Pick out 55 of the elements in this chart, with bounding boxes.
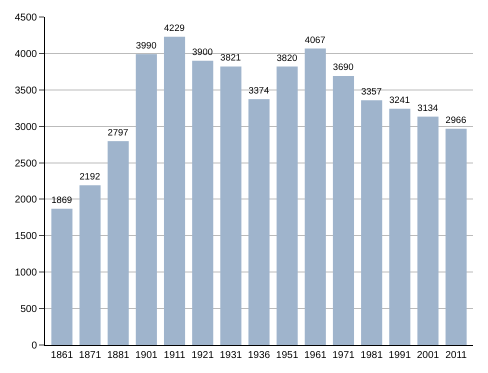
x-tick-label: 1871 [78, 350, 102, 361]
y-tick-label: 3500 [14, 85, 38, 96]
bar [192, 60, 214, 345]
x-tick-label: 2001 [416, 350, 440, 361]
x-tick-label: 1971 [332, 350, 356, 361]
x-tick-label: 1981 [360, 350, 384, 361]
y-tick-label: 0 [31, 340, 38, 352]
y-tick-label: 1500 [14, 231, 38, 242]
bar [389, 108, 410, 345]
x-tick-label: 1931 [220, 350, 242, 361]
bar [220, 66, 242, 345]
bar [332, 76, 354, 345]
data-label: 3134 [417, 102, 438, 113]
x-tick-label: 1961 [304, 350, 327, 361]
y-tick-label: 2500 [14, 158, 38, 170]
bar [361, 100, 382, 345]
y-tick-label: 3000 [14, 122, 38, 133]
data-label: 1869 [51, 194, 72, 205]
data-label: 3821 [220, 52, 241, 63]
data-label: 3690 [332, 62, 354, 72]
y-tick-label: 1000 [14, 268, 38, 279]
bar [79, 185, 101, 345]
bar [108, 141, 129, 345]
x-tick-label: 1951 [276, 350, 299, 361]
data-label: 4067 [304, 34, 326, 45]
bar [136, 54, 157, 345]
data-label: 3357 [361, 86, 382, 97]
y-tick-label: 500 [20, 304, 38, 316]
bar [51, 208, 72, 345]
x-tick-label: 1921 [192, 350, 214, 361]
bar [164, 36, 186, 345]
y-tick-label: 4000 [14, 48, 38, 60]
x-tick-label: 1936 [248, 350, 271, 361]
y-tick-label: 2000 [14, 194, 38, 206]
data-label: 3374 [248, 85, 270, 96]
x-tick-label: 1991 [388, 350, 412, 361]
data-label: 4229 [164, 22, 185, 33]
data-label: 2192 [80, 171, 100, 182]
bar [304, 48, 326, 345]
data-label: 3990 [136, 40, 157, 50]
bar [417, 116, 439, 345]
x-tick-label: 1881 [107, 350, 130, 361]
x-tick-label: 1911 [164, 350, 186, 361]
y-tick-label: 4500 [14, 12, 38, 24]
x-tick-label: 1901 [135, 350, 158, 361]
x-tick-label: 1861 [50, 350, 74, 361]
data-label: 2797 [108, 127, 128, 138]
data-label: 3241 [389, 94, 410, 105]
data-label: 3900 [192, 46, 213, 57]
bar [446, 128, 467, 345]
data-label: 3820 [276, 52, 298, 63]
bar [248, 99, 270, 345]
data-label: 2966 [446, 115, 466, 126]
bar [276, 66, 298, 345]
x-tick-label: 2011 [445, 350, 468, 361]
